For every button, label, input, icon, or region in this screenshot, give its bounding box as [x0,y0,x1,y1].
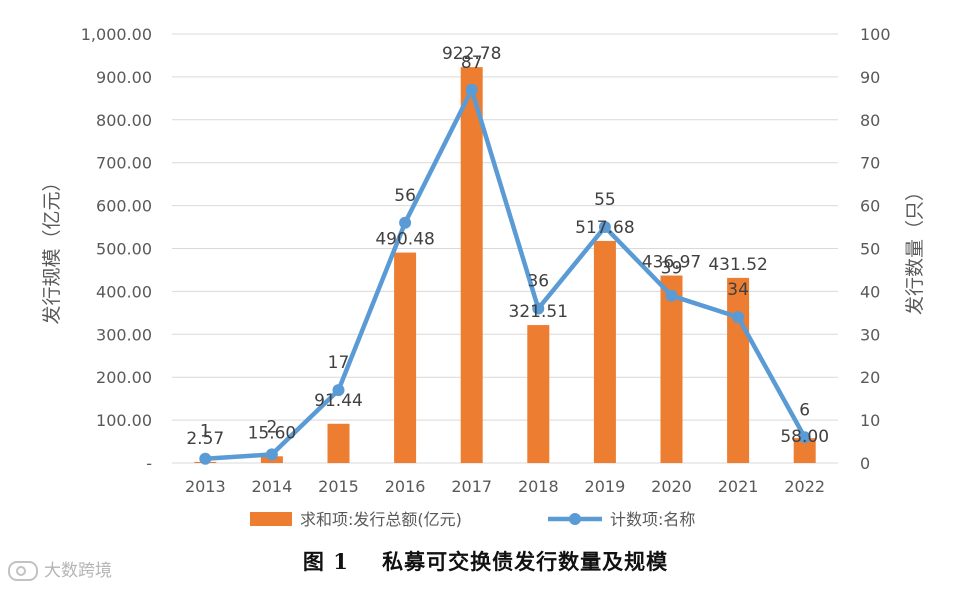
figure-caption: 图 1 私募可交换债发行数量及规模 [0,546,971,576]
x-tick-label-2019: 2019 [585,477,626,496]
count-value-label-2022: 6 [799,400,810,420]
point-2021 [732,311,745,324]
point-2018 [532,302,545,315]
bar-value-label-2015: 91.44 [314,391,363,411]
y-right-axis-title: 发行数量（只） [904,182,926,315]
bar-value-label-2013: 2.57 [186,429,224,449]
count-value-label-2016: 56 [394,186,416,206]
y-left-axis-title: 发行规模（亿元） [41,172,63,324]
y-right-tick-label: 70 [860,154,880,173]
watermark-text: 大数跨境 [44,561,112,581]
bar-2020 [660,275,683,463]
count-value-label-2013: 1 [200,422,211,442]
figure-title: 私募可交换债发行数量及规模 [382,549,669,574]
bar-value-label-2021: 431.52 [708,255,767,275]
bar-2017 [460,67,483,463]
legend-bar-swatch [250,512,292,526]
y-right-tick-label: 80 [860,111,880,130]
x-tick-label-2017: 2017 [451,477,492,496]
x-tick-label-2021: 2021 [718,477,759,496]
bar-2022 [793,438,816,463]
x-tick-label-2018: 2018 [518,477,559,496]
point-2020 [665,289,678,302]
count-value-label-2019: 55 [594,190,616,210]
bar-value-label-2018: 321.51 [509,302,568,322]
point-2015 [332,384,345,397]
y-right-tick-label: 10 [860,411,880,430]
watermark: 大数跨境 [8,556,112,581]
count-series-line [203,87,807,461]
bar-value-label-2017: 922.78 [442,44,501,64]
y-left-tick-label: 1,000.00 [81,25,152,44]
y-right-tick-label: 90 [860,68,880,87]
y-left-tick-label: 300.00 [96,325,152,344]
legend-line-label: 计数项:名称 [610,510,695,529]
point-2019 [598,221,611,234]
count-value-label-2018: 36 [527,272,549,292]
legend-bar-label: 求和项:发行总额(亿元) [300,510,462,529]
y-left-tick-label: 600.00 [96,197,152,216]
y-right-tick-label: 30 [860,325,880,344]
y-right-tick-label: 20 [860,368,880,387]
bar-2018 [527,325,550,463]
bar-2015 [327,423,350,463]
bar-value-label-2020: 436.97 [642,253,701,273]
combo-chart: - 0 100.00 10 200.00 20 300.00 30 400.00 40 500.00… [41,25,926,529]
y-right-tick-label: 100 [860,25,891,44]
y-left-tick-label: 800.00 [96,111,152,130]
y-left-tick-label: 700.00 [96,154,152,173]
bar-value-label-2019: 517.68 [575,218,634,238]
point-2017 [465,83,478,96]
x-tick-label-2016: 2016 [385,477,426,496]
bar-value-label-2022: 58.00 [780,427,829,447]
x-tick-label-2013: 2013 [185,477,226,496]
bar-value-label-2016: 490.48 [375,230,434,250]
x-tick-label-2014: 2014 [252,477,293,496]
count-value-label-2020: 39 [661,259,683,279]
legend-line-marker [569,513,581,525]
bar-2021 [727,277,750,463]
count-value-label-2014: 2 [266,417,277,437]
y-left-tick-label: 500.00 [96,240,152,259]
point-2014 [265,448,278,461]
y-right-tick-label: 40 [860,282,880,301]
figure-number: 图 1 [302,549,349,574]
x-tick-label-2022: 2022 [784,477,825,496]
y-left-tick-label: 400.00 [96,282,152,301]
count-value-label-2015: 17 [328,353,350,373]
point-2013 [199,452,212,465]
bar-2019 [593,240,616,463]
y-right-tick-label: 60 [860,197,880,216]
y-left-tick-label: - [146,454,152,473]
count-value-label-2017: 87 [461,53,483,73]
x-tick-label-2015: 2015 [318,477,359,496]
y-right-tick-label: 0 [860,454,870,473]
point-2022 [798,431,811,444]
y-left-tick-label: 900.00 [96,68,152,87]
y-right-tick-label: 50 [860,240,880,259]
bar-2016 [394,252,417,463]
count-value-label-2021: 34 [727,280,749,300]
y-left-tick-label: 100.00 [96,411,152,430]
x-tick-label-2020: 2020 [651,477,692,496]
y-left-tick-label: 200.00 [96,368,152,387]
watermark-logo-icon [8,561,38,581]
point-2016 [399,216,412,229]
bar-value-label-2014: 15.60 [248,423,297,443]
